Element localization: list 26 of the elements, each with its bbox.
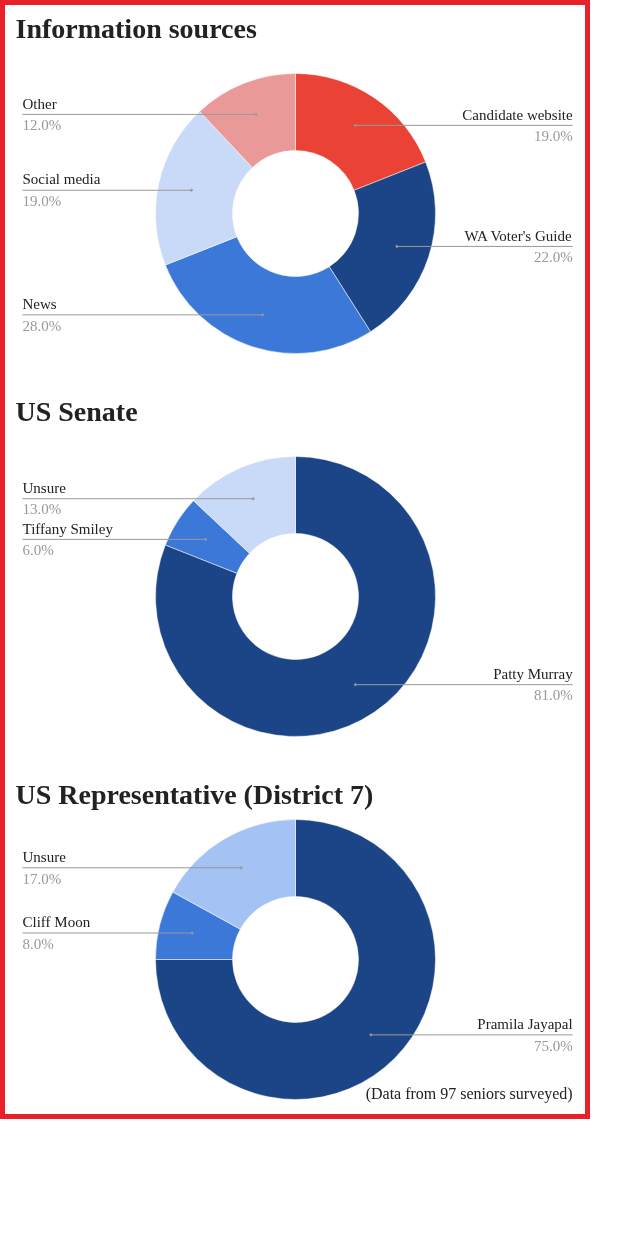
data-label: 19.0%	[533, 128, 573, 145]
slice-label: WA Voter's Guide	[464, 227, 572, 244]
slice-label: Patty Murray	[493, 665, 574, 682]
slice-label: Pramila Jayapal	[477, 1016, 573, 1033]
data-label: 8.0%	[22, 935, 54, 952]
chart-title: US Representative (District 7)	[15, 778, 374, 810]
slice-label: Unsure	[22, 479, 67, 496]
data-label: 19.0%	[22, 193, 62, 210]
chart-title: US Senate	[15, 395, 138, 427]
chart-title: Information sources	[15, 12, 257, 44]
data-label: 22.0%	[533, 249, 573, 266]
slice-label: Candidate website	[462, 106, 574, 123]
data-label: 6.0%	[22, 542, 54, 559]
slice-label: Other	[22, 95, 57, 112]
text: (Data from 97 seniors surveyed)	[365, 1084, 573, 1103]
slice-label: Unsure	[22, 848, 67, 865]
data-label: 17.0%	[22, 870, 62, 887]
slice-label: News	[22, 296, 57, 313]
data-label: 28.0%	[22, 317, 62, 334]
data-label: 12.0%	[22, 117, 62, 134]
slice-label: Social media	[22, 171, 101, 188]
data-label: 75.0%	[533, 1037, 573, 1054]
data-label: 13.0%	[22, 501, 62, 518]
slice-label: Cliff Moon	[22, 914, 91, 931]
slice-label: Tiffany Smiley	[22, 520, 114, 537]
data-label: 81.0%	[533, 687, 573, 704]
